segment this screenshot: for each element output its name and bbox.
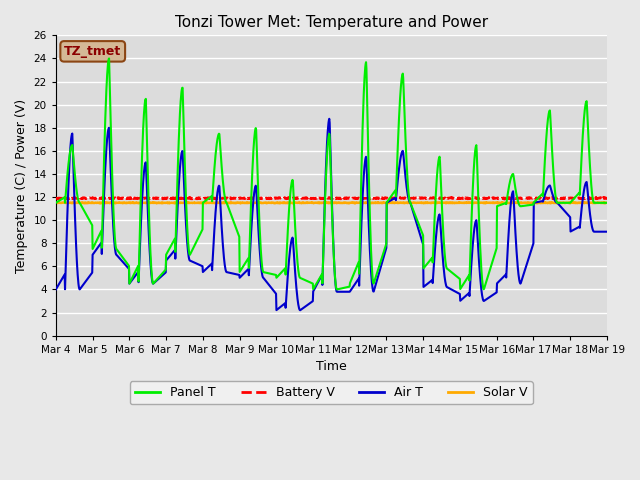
- Panel T: [603, 200, 611, 206]
- Solar V: [107, 199, 115, 205]
- Y-axis label: Temperature (C) / Power (V): Temperature (C) / Power (V): [15, 98, 28, 273]
- Legend: Panel T, Battery V, Air T, Solar V: Panel T, Battery V, Air T, Solar V: [130, 382, 533, 405]
- Battery V: [474, 196, 482, 202]
- Panel T: [175, 137, 182, 143]
- Solar V: [175, 200, 182, 205]
- Line: Panel T: Panel T: [56, 59, 607, 289]
- Battery V: [161, 195, 169, 201]
- Panel T: [538, 191, 546, 197]
- Solar V: [417, 200, 425, 205]
- Battery V: [538, 195, 546, 201]
- Solar V: [161, 200, 169, 205]
- Battery V: [52, 195, 60, 201]
- Panel T: [490, 255, 497, 261]
- Air T: [296, 307, 304, 313]
- Panel T: [105, 56, 113, 61]
- Line: Air T: Air T: [56, 119, 607, 310]
- Line: Battery V: Battery V: [56, 197, 607, 199]
- Text: TZ_tmet: TZ_tmet: [64, 45, 122, 58]
- Panel T: [237, 268, 244, 274]
- Air T: [490, 291, 497, 297]
- Air T: [161, 270, 169, 276]
- Solar V: [237, 201, 244, 206]
- Air T: [418, 237, 426, 242]
- Panel T: [52, 200, 60, 206]
- Panel T: [418, 228, 426, 234]
- Title: Tonzi Tower Met: Temperature and Power: Tonzi Tower Met: Temperature and Power: [175, 15, 488, 30]
- Air T: [538, 198, 546, 204]
- Air T: [325, 116, 333, 121]
- Battery V: [603, 196, 611, 202]
- Air T: [52, 287, 60, 292]
- Panel T: [161, 267, 169, 273]
- Line: Solar V: Solar V: [56, 202, 607, 204]
- Battery V: [175, 195, 182, 201]
- Panel T: [333, 287, 340, 292]
- Battery V: [490, 195, 497, 201]
- Solar V: [603, 200, 611, 206]
- Battery V: [417, 195, 425, 201]
- Air T: [236, 275, 244, 280]
- Air T: [603, 229, 611, 235]
- Solar V: [524, 201, 531, 206]
- Solar V: [490, 200, 497, 205]
- Battery V: [236, 195, 244, 201]
- Battery V: [600, 194, 607, 200]
- Air T: [175, 189, 182, 195]
- Solar V: [538, 200, 546, 205]
- Solar V: [52, 201, 60, 206]
- X-axis label: Time: Time: [316, 360, 347, 373]
